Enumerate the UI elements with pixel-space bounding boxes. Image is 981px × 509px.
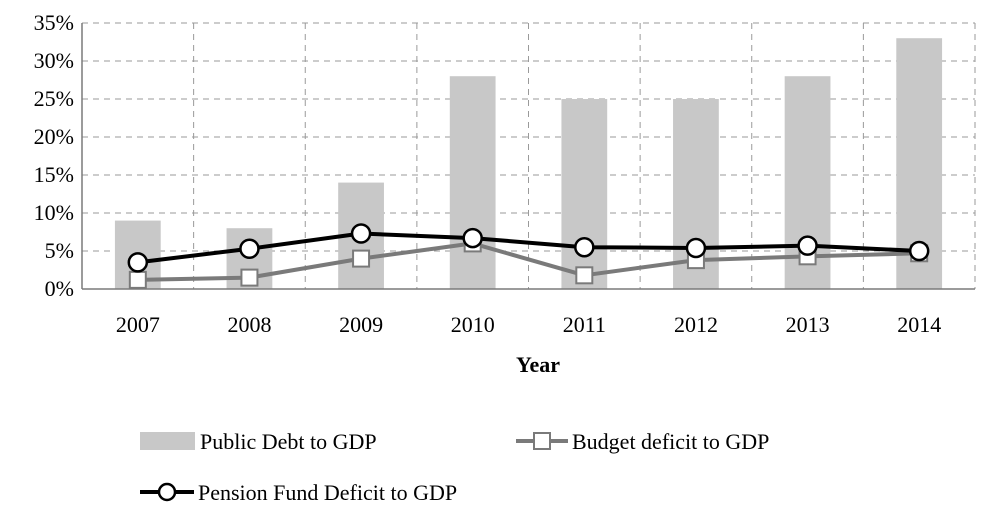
x-axis-title: Year [516,352,560,377]
pension-fund-point-2012 [685,237,707,259]
line-series [127,223,930,289]
legend-bar-swatch [140,432,195,450]
y-tick-label: 30% [34,48,74,73]
y-tick-label: 5% [45,238,74,263]
y-tick-label: 35% [34,10,74,35]
y-tick-label: 15% [34,162,74,187]
pension-fund-line [137,231,920,265]
legend-label-public-debt: Public Debt to GDP [200,429,377,454]
x-tick-label: 2007 [116,312,160,337]
budget-deficit-line [137,241,920,282]
pension-fund-point-2014 [908,240,930,262]
legend: Public Debt to GDP Budget deficit to GDP P… [140,429,769,505]
legend-pension-marker [157,482,177,502]
budget-deficit-point-2009 [352,249,371,268]
axes: 0% 5% 10% 15% 20% 25% 30% 35% 2007 2008 2009 2010 20… [34,10,975,337]
x-tick-label: 2011 [563,312,606,337]
bar-series [114,38,943,290]
x-tick-label: 2008 [227,312,271,337]
x-tick-label: 2010 [451,312,495,337]
pension-fund-point-2007 [127,252,149,273]
x-tick-label: 2014 [897,312,941,337]
bar-2010 [449,76,496,289]
budget-deficit-point-2007 [128,270,147,289]
pension-fund-point-2013 [797,235,818,256]
bar-2011 [561,99,608,289]
y-tick-label: 10% [34,200,74,225]
legend-label-pension-fund: Pension Fund Deficit to GDP [198,480,457,504]
y-tick-label: 20% [34,124,74,149]
pension-fund-point-2011 [574,236,595,258]
budget-deficit-point-2011 [575,266,594,285]
legend-label-budget-deficit: Budget deficit to GDP [572,429,769,454]
x-tick-label: 2013 [786,312,830,337]
pension-fund-point-2008 [239,238,260,259]
x-tick-label: 2009 [339,312,383,337]
x-tick-label: 2012 [674,312,718,337]
pension-fund-point-2010 [462,227,483,249]
legend-budget-marker [533,432,551,450]
budget-deficit-point-2008 [240,268,259,287]
pension-fund-point-2009 [350,223,372,244]
y-tick-label: 25% [34,86,74,111]
y-tick-label: 0% [45,276,74,301]
